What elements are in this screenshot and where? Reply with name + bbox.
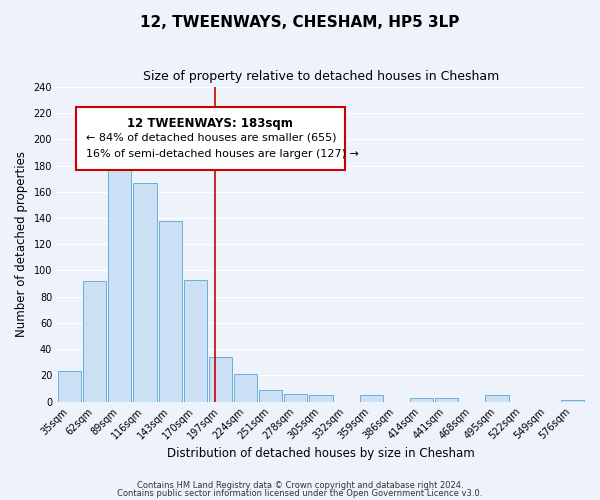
Bar (109, 152, 131, 402)
Text: Contains HM Land Registry data © Crown copyright and database right 2024.: Contains HM Land Registry data © Crown c… (137, 480, 463, 490)
Bar (209, 357, 232, 402)
Bar (133, 182, 157, 402)
Bar (360, 395, 383, 402)
Bar (158, 220, 182, 402)
Bar (435, 398, 458, 402)
Text: 16% of semi-detached houses are larger (127) →: 16% of semi-detached houses are larger (… (86, 149, 359, 159)
Bar (561, 400, 584, 402)
Bar (58, 372, 81, 402)
Text: 12, TWEENWAYS, CHESHAM, HP5 3LP: 12, TWEENWAYS, CHESHAM, HP5 3LP (140, 15, 460, 30)
Title: Size of property relative to detached houses in Chesham: Size of property relative to detached ho… (143, 70, 499, 83)
X-axis label: Distribution of detached houses by size in Chesham: Distribution of detached houses by size … (167, 447, 475, 460)
Text: Contains public sector information licensed under the Open Government Licence v3: Contains public sector information licen… (118, 489, 482, 498)
Bar (410, 398, 433, 402)
FancyBboxPatch shape (76, 108, 345, 170)
Bar (284, 394, 307, 402)
Y-axis label: Number of detached properties: Number of detached properties (15, 152, 28, 338)
Bar (234, 374, 257, 402)
Bar (310, 395, 332, 402)
Bar (83, 281, 106, 402)
Bar (184, 280, 207, 402)
Text: 12 TWEENWAYS: 183sqm: 12 TWEENWAYS: 183sqm (127, 117, 293, 130)
Text: ← 84% of detached houses are smaller (655): ← 84% of detached houses are smaller (65… (86, 132, 337, 142)
Bar (259, 390, 283, 402)
Bar (485, 395, 509, 402)
